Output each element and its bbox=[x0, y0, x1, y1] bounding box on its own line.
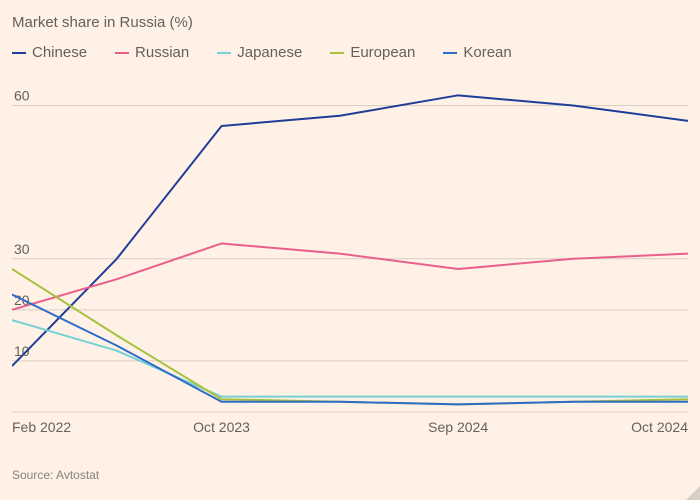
resize-corner-icon bbox=[686, 486, 700, 500]
legend-label: Japanese bbox=[237, 44, 302, 61]
y-tick-label: 60 bbox=[14, 88, 30, 104]
legend-item: Japanese bbox=[217, 44, 302, 61]
legend-swatch bbox=[330, 52, 344, 54]
legend-item: Korean bbox=[443, 44, 511, 61]
legend-item: European bbox=[330, 44, 415, 61]
x-tick-label: Oct 2024 bbox=[631, 419, 688, 435]
series-line bbox=[12, 320, 688, 397]
legend-label: Chinese bbox=[32, 44, 87, 61]
series-line bbox=[12, 95, 688, 366]
legend-label: European bbox=[350, 44, 415, 61]
legend-swatch bbox=[217, 52, 231, 54]
legend-item: Chinese bbox=[12, 44, 87, 61]
x-tick-label: Oct 2023 bbox=[193, 419, 250, 435]
series-line bbox=[12, 243, 688, 309]
legend-label: Russian bbox=[135, 44, 189, 61]
y-tick-label: 30 bbox=[14, 241, 30, 257]
legend-swatch bbox=[443, 52, 457, 54]
legend-label: Korean bbox=[463, 44, 511, 61]
legend: Chinese Russian Japanese European Korean bbox=[12, 44, 512, 61]
legend-swatch bbox=[115, 52, 129, 54]
source-label: Source: Avtostat bbox=[12, 468, 99, 482]
x-tick-label: Sep 2024 bbox=[428, 419, 488, 435]
series-line bbox=[12, 269, 688, 404]
line-chart: 10203060Feb 2022Oct 2023Sep 2024Oct 2024 bbox=[12, 80, 688, 440]
legend-item: Russian bbox=[115, 44, 189, 61]
chart-container: Market share in Russia (%) Chinese Russia… bbox=[0, 0, 700, 500]
legend-swatch bbox=[12, 52, 26, 54]
chart-subtitle: Market share in Russia (%) bbox=[12, 14, 193, 31]
x-tick-label: Feb 2022 bbox=[12, 419, 71, 435]
